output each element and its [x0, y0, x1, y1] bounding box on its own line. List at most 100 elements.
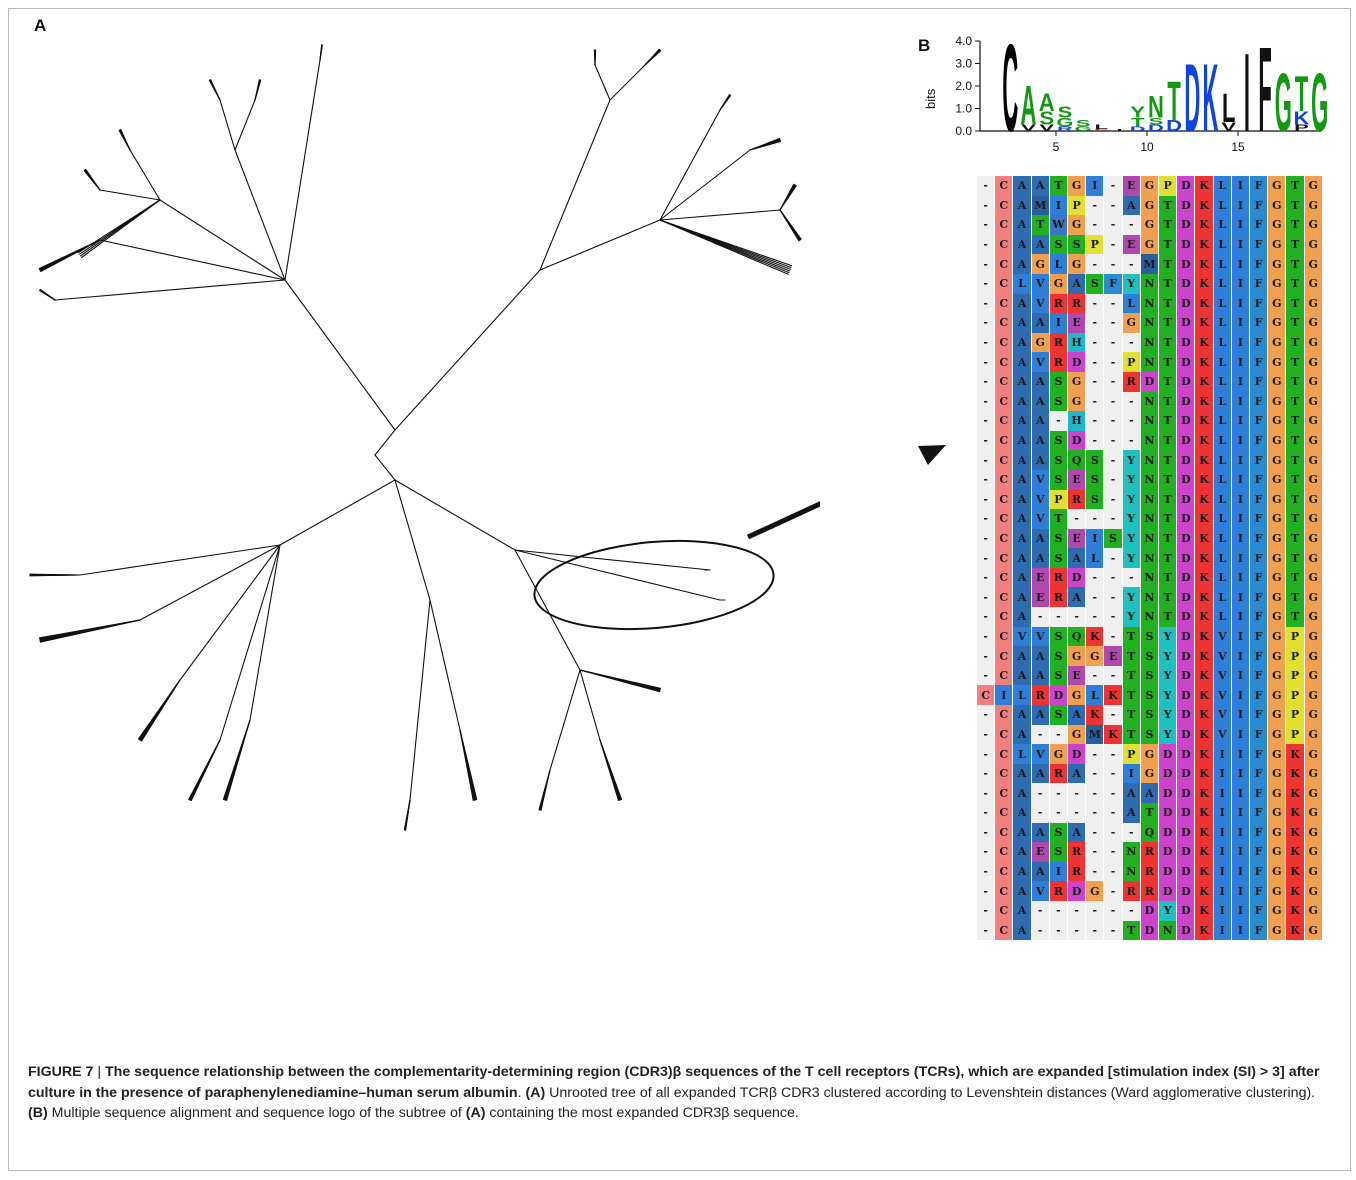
tree-branch [284, 59, 321, 281]
logo-letter: S [1076, 118, 1091, 128]
alignment-cell: F [1250, 920, 1269, 941]
alignment-cell: T [1286, 195, 1305, 216]
alignment-cell: I [1231, 273, 1251, 294]
tree-branch [219, 544, 281, 741]
alignment-cell: I [1231, 920, 1251, 941]
logo-letter: V [1021, 123, 1037, 133]
alignment-cell: K [1195, 371, 1214, 392]
alignment-cell: D [1159, 881, 1178, 901]
alignment-cell: G [1268, 293, 1287, 314]
alignment-cell: G [1304, 705, 1323, 725]
alignment-cell: T [1159, 489, 1178, 510]
alignment-cell: - [1104, 842, 1123, 862]
alignment-cell: C [995, 234, 1014, 255]
alignment-cell: - [1049, 607, 1069, 627]
logo-xtick: 5 [1053, 140, 1060, 154]
alignment-cell: I [1049, 195, 1069, 216]
alignment-cell: D [1177, 391, 1196, 412]
logo-letter: F [1258, 24, 1271, 157]
alignment-cell: - [1086, 215, 1105, 235]
alignment-cell: G [1268, 548, 1287, 568]
alignment-cell: T [1122, 705, 1141, 725]
alignment-cell: E [1122, 176, 1141, 196]
logo-letter: V [1221, 120, 1236, 134]
alignment-cell: G [1304, 763, 1323, 784]
alignment-cell: K [1286, 763, 1305, 784]
alignment-cell: K [1195, 430, 1214, 451]
caption-b-text: Multiple sequence alignment and sequence… [47, 1105, 466, 1121]
alignment-cell: M [1031, 195, 1050, 216]
alignment-cell: I [1231, 822, 1251, 843]
alignment-cell: D [1177, 195, 1196, 216]
alignment-cell: G [1268, 430, 1287, 451]
alignment-cell: I [1086, 176, 1105, 196]
alignment-cell: T [1286, 176, 1305, 196]
alignment-cell: V [1031, 744, 1050, 764]
alignment-cell: F [1250, 685, 1269, 706]
logo-ytick: 2.0 [955, 79, 972, 93]
caption-a-ref: (A) [525, 1084, 546, 1101]
alignment-cell: L [1213, 469, 1232, 490]
alignment-cell: T [1286, 215, 1305, 235]
alignment-cell: F [1250, 567, 1269, 588]
logo-ytick: 4.0 [955, 34, 972, 48]
alignment-cell: S [1049, 469, 1069, 490]
alignment-cell: I [1231, 234, 1251, 255]
alignment-cell: D [1177, 371, 1196, 392]
alignment-cell: G [1304, 489, 1323, 510]
alignment-cell: G [1268, 391, 1287, 412]
alignment-cell: I [1231, 469, 1251, 490]
tree-branch [579, 669, 661, 693]
alignment-cell: D [1140, 900, 1160, 921]
alignment-cell: C [995, 803, 1014, 823]
alignment-cell: G [1304, 548, 1323, 568]
alignment-cell: E [1068, 528, 1087, 549]
alignment-cell: S [1140, 646, 1160, 666]
alignment-cell: L [1213, 234, 1232, 255]
alignment-cell: I [1213, 881, 1232, 901]
alignment-cell: G [1304, 567, 1323, 588]
alignment-cell: D [1177, 646, 1196, 666]
logo-letter: G [1311, 56, 1327, 149]
alignment-cell: G [1268, 783, 1287, 803]
alignment-cell: K [1286, 861, 1305, 882]
tree-branch [85, 168, 101, 191]
alignment-cell: A [1031, 705, 1050, 725]
alignment-cell: A [1013, 313, 1032, 333]
alignment-cell: V [1031, 881, 1050, 901]
alignment-cell: I [1231, 548, 1251, 568]
alignment-cell: - [977, 469, 996, 490]
tree-branch [188, 739, 221, 800]
alignment-cell: - [977, 861, 996, 882]
logo-letter: P [1294, 123, 1309, 133]
alignment-cell: P [1286, 665, 1305, 686]
alignment-cell: K [1286, 900, 1305, 921]
alignment-cell: - [1104, 195, 1123, 216]
caption-b-text2: containing the most expanded CDR3β seque… [485, 1105, 799, 1121]
logo-letter: A [1039, 89, 1055, 117]
alignment-cell: H [1068, 332, 1087, 353]
alignment-cell: L [1213, 411, 1232, 431]
alignment-cell: C [995, 293, 1014, 314]
alignment-cell: C [995, 509, 1014, 529]
alignment-cell: P [1122, 352, 1141, 372]
alignment-cell: L [1213, 528, 1232, 549]
alignment-cell: - [977, 293, 996, 314]
alignment-cell: N [1140, 587, 1160, 608]
alignment-cell: I [1231, 430, 1251, 451]
alignment-cell: C [995, 411, 1014, 431]
alignment-cell: A [1013, 861, 1032, 882]
alignment-cell: G [1140, 176, 1160, 196]
alignment-cell: Y [1122, 469, 1141, 490]
alignment-cell: T [1122, 724, 1141, 745]
alignment-cell: - [1068, 803, 1087, 823]
alignment-cell: T [1159, 450, 1178, 470]
alignment-cell: K [1195, 293, 1214, 314]
alignment-cell: G [1304, 293, 1323, 314]
alignment-cell: D [1177, 548, 1196, 568]
alignment-cell: I [1213, 920, 1232, 941]
alignment-cell: G [1304, 626, 1323, 647]
